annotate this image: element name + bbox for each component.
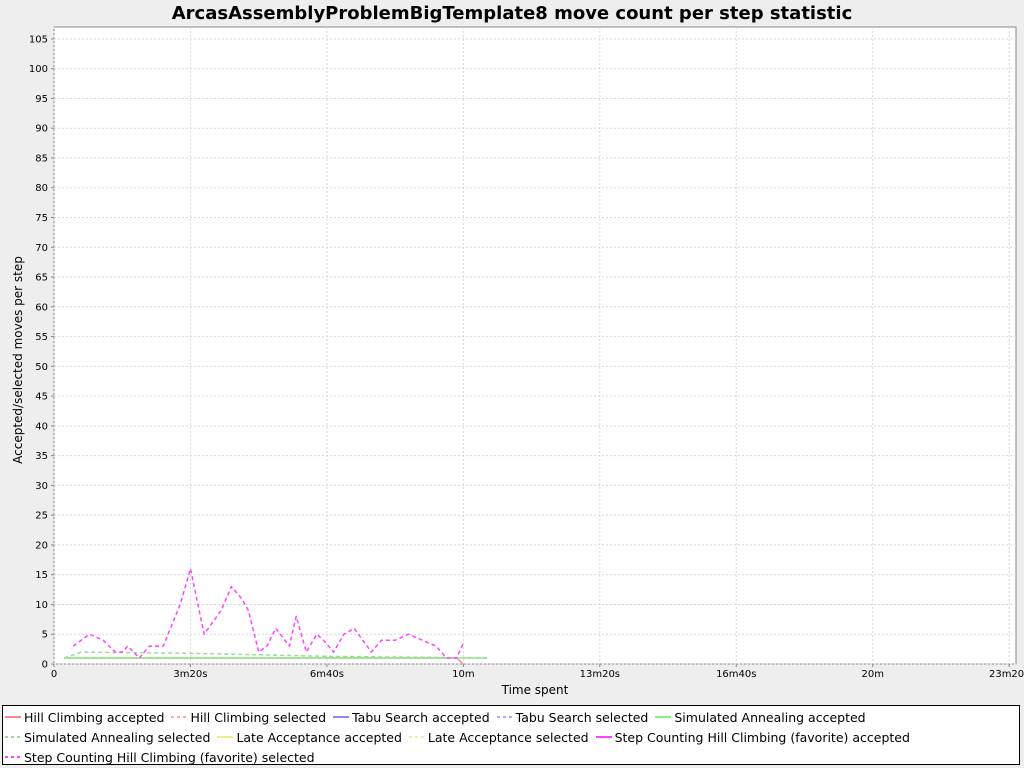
legend-label: Hill Climbing accepted [24, 709, 165, 725]
y-tick-label: 55 [35, 332, 48, 343]
legend-swatch [333, 716, 350, 718]
y-tick-label: 60 [35, 302, 48, 313]
legend-item: Step Counting Hill Climbing (favorite) a… [595, 727, 910, 747]
chart-title: ArcasAssemblyProblemBigTemplate8 move co… [172, 3, 853, 24]
legend-item: Step Counting Hill Climbing (favorite) s… [5, 747, 315, 767]
x-tick-label: 23m20s [989, 669, 1024, 680]
legend-item: Late Acceptance selected [408, 727, 589, 747]
y-tick-label: 90 [35, 124, 48, 135]
y-tick-label: 65 [35, 273, 48, 284]
legend-swatch [5, 756, 21, 758]
y-tick-label: 25 [35, 511, 48, 522]
x-tick-label: 0 [51, 669, 57, 680]
legend-swatch [496, 716, 513, 718]
legend-label: Late Acceptance selected [427, 729, 589, 745]
y-tick-label: 70 [35, 243, 48, 254]
legend-swatch [595, 736, 612, 738]
legend-item: Simulated Annealing accepted [655, 707, 866, 727]
x-tick-label: 16m40s [716, 669, 756, 680]
legend-label: Tabu Search accepted [352, 709, 490, 725]
x-axis-ticks: 0 3m20s 6m40s 10m 13m20s 16m40s 20m 23m20s [51, 664, 1024, 680]
legend-label: Step Counting Hill Climbing (favorite) s… [24, 749, 315, 765]
legend-swatch [217, 736, 234, 738]
legend-swatch [5, 716, 21, 718]
legend: Hill Climbing accepted Hill Climbing sele… [2, 705, 1020, 765]
legend-label: Hill Climbing selected [190, 709, 327, 725]
y-tick-label: 80 [35, 183, 48, 194]
legend-label: Step Counting Hill Climbing (favorite) a… [614, 729, 910, 745]
y-tick-label: 15 [35, 570, 48, 581]
legend-label: Simulated Annealing selected [24, 729, 211, 745]
series-lines [63, 567, 488, 665]
legend-item: Hill Climbing selected [171, 707, 326, 727]
legend-label: Simulated Annealing accepted [674, 709, 866, 725]
x-tick-label: 13m20s [580, 669, 620, 680]
legend-swatch [171, 716, 188, 718]
y-tick-label: 50 [35, 362, 48, 373]
legend-label: Tabu Search selected [515, 709, 649, 725]
x-tick-label: 3m20s [173, 669, 207, 680]
y-tick-label: 35 [35, 451, 48, 462]
legend-item: Tabu Search selected [496, 707, 649, 727]
y-tick-label: 45 [35, 392, 48, 403]
x-axis-label: Time spent [501, 683, 569, 697]
legend-item: Tabu Search accepted [333, 707, 490, 727]
x-tick-label: 20m [861, 669, 883, 680]
legend-item: Late Acceptance accepted [217, 727, 402, 747]
y-axis-label: Accepted/selected moves per step [11, 256, 25, 464]
plot-area [53, 26, 1017, 665]
grid [53, 27, 1016, 665]
y-tick-label: 30 [35, 481, 48, 492]
y-tick-label: 75 [35, 213, 48, 224]
y-tick-label: 5 [42, 630, 48, 641]
y-tick-label: 105 [29, 34, 48, 45]
y-tick-label: 100 [29, 64, 48, 75]
legend-label: Late Acceptance accepted [236, 729, 402, 745]
y-tick-label: 95 [35, 94, 48, 105]
legend-swatch [655, 716, 672, 718]
legend-swatch [408, 736, 425, 738]
series-line-simulated-annealing-selected [63, 651, 488, 659]
y-tick-label: 0 [42, 660, 48, 671]
x-tick-label: 6m40s [310, 669, 344, 680]
y-axis-ticks: 0 5 10 15 20 25 30 35 40 45 50 55 60 65 70 75 80 85 90 95 10… [29, 34, 54, 671]
y-tick-label: 10 [35, 600, 48, 611]
legend-swatch [5, 736, 21, 738]
chart-canvas: ArcasAssemblyProblemBigTemplate8 move co… [11, 3, 1024, 697]
y-tick-label: 20 [35, 540, 48, 551]
x-tick-label: 10m [452, 669, 474, 680]
series-line-step-counting-hill-climbing-favorite-selected [72, 567, 465, 659]
legend-item: Simulated Annealing selected [5, 727, 210, 747]
legend-item: Hill Climbing accepted [5, 707, 164, 727]
y-tick-label: 40 [35, 421, 48, 432]
y-tick-label: 85 [35, 153, 48, 164]
